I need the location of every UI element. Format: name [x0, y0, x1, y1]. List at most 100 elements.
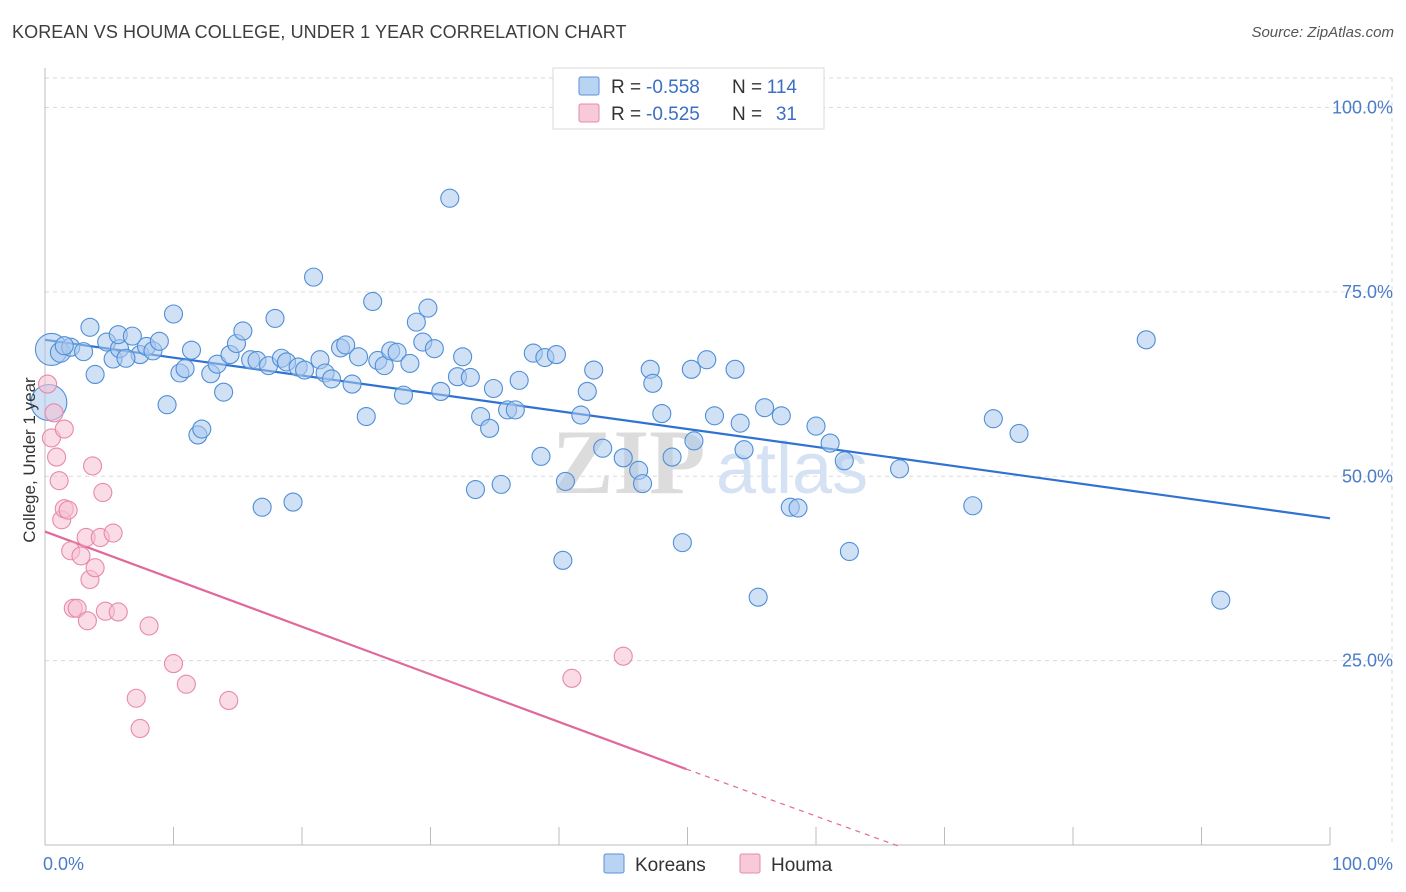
legend-n-label-koreans: N =: [732, 77, 762, 98]
point-korean-43: [336, 335, 356, 355]
point-korean-94: [730, 413, 750, 433]
point-korean-46: [356, 406, 376, 427]
point-korean-113: [116, 348, 136, 368]
point-houma-22: [108, 602, 128, 622]
bottom-legend-koreans: Koreans: [635, 855, 706, 876]
chart-title: KOREAN VS HOUMA COLLEGE, UNDER 1 YEAR CO…: [12, 22, 627, 42]
y-tick-label-2: 75.0%: [1342, 282, 1393, 302]
point-korean-18: [175, 359, 195, 379]
y-tick-labels: 25.0% 50.0% 75.0% 100.0%: [1332, 98, 1393, 671]
y-tick-label-0: 25.0%: [1342, 651, 1393, 671]
trend-line-houma-extension: [686, 768, 900, 848]
legend-r-label-houma: R =: [611, 104, 641, 125]
point-korean-51: [387, 342, 407, 362]
x-tick-label-0: 0.0%: [43, 854, 84, 874]
point-korean-77: [571, 405, 591, 425]
point-korean-105: [889, 459, 910, 479]
legend-swatch-houma: [578, 103, 600, 123]
point-korean-78: [577, 381, 597, 401]
point-korean-93: [725, 359, 745, 379]
point-korean-108: [1009, 423, 1029, 444]
point-houma-7: [54, 419, 74, 439]
point-houma-12: [71, 546, 91, 566]
point-korean-69: [505, 400, 525, 420]
point-houma-14: [77, 611, 97, 631]
point-korean-100: [788, 498, 808, 518]
point-korean-45: [348, 347, 369, 367]
point-korean-90: [684, 431, 704, 451]
point-korean-59: [440, 188, 460, 208]
legend-n-value-houma: 31: [776, 104, 797, 125]
bottom-legend-swatch-houma: [739, 853, 761, 874]
y-axis-title: College, Under 1 year: [20, 377, 39, 543]
point-houma-30: [613, 646, 633, 666]
point-korean-24: [214, 382, 234, 402]
point-korean-98: [771, 406, 791, 426]
legend-n-label-houma: N =: [732, 104, 762, 125]
point-houma-19: [93, 482, 113, 503]
source-label: Source: ZipAtlas.com: [1251, 24, 1394, 41]
bottom-legend-swatch-koreans: [603, 853, 625, 874]
point-korean-38: [304, 267, 324, 287]
x-tick-labels: 0.0% 100.0%: [43, 854, 1393, 874]
point-korean-54: [406, 312, 426, 332]
point-korean-96: [748, 587, 768, 607]
legend-r-label-koreans: R =: [611, 77, 641, 98]
point-houma-21: [103, 523, 123, 543]
point-korean-110: [1211, 590, 1231, 610]
legend-r-value-houma: -0.525: [646, 104, 700, 125]
point-houma-8: [58, 500, 78, 520]
point-korean-63: [465, 479, 486, 500]
point-korean-4: [80, 317, 100, 337]
point-korean-72: [531, 446, 551, 466]
series-legend: Koreans Houma: [603, 853, 833, 876]
data-points: [30, 188, 1231, 739]
legend-r-value-koreans: -0.558: [646, 77, 700, 98]
point-houma-25: [139, 616, 159, 636]
point-korean-16: [163, 304, 184, 324]
point-korean-23: [207, 354, 227, 374]
point-korean-97: [755, 398, 775, 418]
point-korean-87: [662, 447, 682, 467]
point-korean-65: [480, 418, 500, 438]
point-korean-41: [322, 369, 342, 389]
point-korean-92: [704, 406, 725, 426]
point-korean-66: [483, 378, 504, 399]
point-korean-85: [643, 373, 663, 393]
point-korean-101: [806, 416, 826, 436]
point-korean-79: [584, 360, 604, 380]
point-korean-102: [820, 433, 840, 453]
point-korean-83: [632, 474, 653, 494]
point-houma-3: [47, 447, 67, 467]
point-houma-24: [130, 718, 150, 739]
point-korean-32: [265, 308, 285, 328]
point-houma-28: [219, 690, 239, 711]
point-houma-23: [126, 688, 146, 708]
point-korean-37: [295, 360, 315, 380]
point-korean-57: [424, 339, 444, 359]
point-korean-5: [85, 364, 105, 385]
point-korean-15: [157, 395, 177, 415]
x-tick-label-1: 100.0%: [1332, 854, 1393, 874]
trend-line-houma: [44, 530, 687, 771]
point-korean-10: [122, 326, 142, 346]
point-korean-67: [491, 474, 511, 494]
point-korean-75: [553, 550, 573, 570]
legend-n-value-koreans: 114: [767, 77, 798, 98]
point-korean-52: [393, 385, 414, 405]
point-korean-56: [418, 298, 438, 318]
point-korean-70: [509, 370, 529, 390]
point-korean-81: [613, 448, 633, 468]
point-korean-95: [734, 440, 754, 460]
point-korean-103: [834, 451, 854, 471]
point-korean-76: [555, 471, 575, 491]
point-houma-4: [49, 471, 69, 491]
point-houma-17: [85, 558, 105, 578]
point-houma-16: [82, 456, 103, 476]
stats-legend: R = -0.558 N = 114 R = -0.525 N = 31: [552, 67, 825, 130]
point-korean-88: [672, 533, 692, 553]
point-korean-89: [681, 359, 701, 379]
legend-swatch-koreans: [578, 76, 600, 96]
point-korean-21: [192, 419, 212, 439]
